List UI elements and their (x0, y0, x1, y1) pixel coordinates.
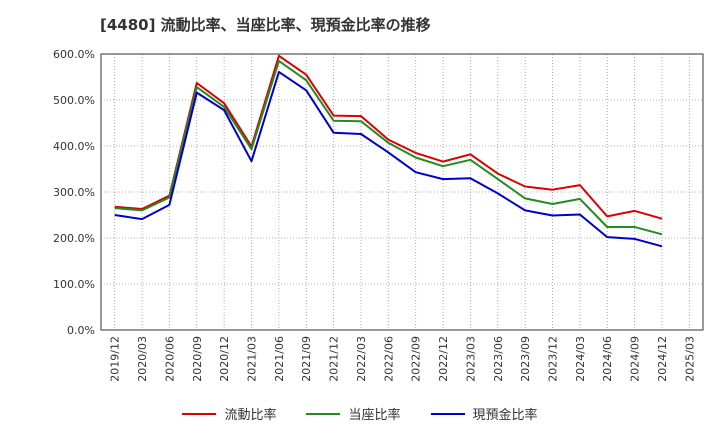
plot-frame (100, 53, 704, 331)
y-tick-label: 200.0% (53, 232, 95, 245)
x-tick-label: 2020/06 (163, 336, 176, 382)
x-tick-label: 2024/03 (574, 336, 587, 382)
x-tick-label: 2023/06 (492, 336, 505, 382)
series-line-3 (114, 70, 663, 248)
legend-label: 流動比率 (224, 408, 277, 423)
x-tick-label: 2021/03 (246, 336, 259, 382)
chart-title: [4480] 流動比率、当座比率、現預金比率の推移 (100, 16, 431, 34)
x-tick-label: 2020/09 (191, 336, 204, 382)
x-tick-label: 2020/03 (136, 336, 149, 382)
x-tick-label: 2024/09 (629, 336, 642, 382)
legend-swatch (182, 412, 217, 415)
y-tick-labels: 0.0% 100.0% 200.0% 300.0% 400.0% 500.0% 600.0% (53, 48, 95, 337)
legend-swatch (430, 412, 465, 415)
x-tick-label: 2022/12 (437, 336, 450, 382)
x-tick-label: 2019/12 (109, 336, 122, 382)
axes (100, 53, 704, 331)
x-tick-label: 2024/06 (601, 336, 614, 382)
legend-item: 現預金比率 (430, 404, 538, 423)
y-tick-label: 400.0% (53, 140, 95, 153)
legend-label: 当座比率 (348, 408, 401, 423)
x-tick-label: 2021/09 (300, 336, 313, 382)
x-tick-label: 2022/03 (355, 336, 368, 382)
x-tick-label: 2020/12 (218, 336, 231, 382)
series-lines (114, 54, 663, 248)
legend-label: 現預金比率 (472, 408, 538, 423)
y-tick-label: 100.0% (53, 278, 95, 291)
x-tick-label: 2022/06 (382, 336, 395, 382)
series-line-1 (114, 54, 663, 220)
x-tick-labels: 2019/12 2020/03 2020/06 2020/09 2020/12 2021/… (109, 336, 697, 382)
x-tick-label: 2024/12 (656, 336, 669, 382)
gridlines (101, 53, 703, 331)
x-tick-label: 2021/06 (273, 336, 286, 382)
x-tick-label: 2025/03 (683, 336, 696, 382)
legend-item: 流動比率 (182, 404, 276, 423)
y-tick-label: 600.0% (53, 48, 95, 61)
legend-swatch (306, 412, 341, 415)
x-tick-label: 2023/03 (464, 336, 477, 382)
series-line-2 (114, 59, 663, 236)
y-tick-label: 500.0% (53, 94, 95, 107)
x-tick-label: 2021/12 (328, 336, 341, 382)
legend: 流動比率 当座比率 現預金比率 (0, 404, 720, 423)
legend-item: 当座比率 (306, 404, 401, 423)
x-tick-label: 2022/09 (410, 336, 423, 382)
y-tick-label: 300.0% (53, 186, 95, 199)
x-tick-label: 2023/12 (547, 336, 560, 382)
y-tick-label: 0.0% (67, 324, 95, 337)
x-tick-label: 2023/09 (519, 336, 532, 382)
